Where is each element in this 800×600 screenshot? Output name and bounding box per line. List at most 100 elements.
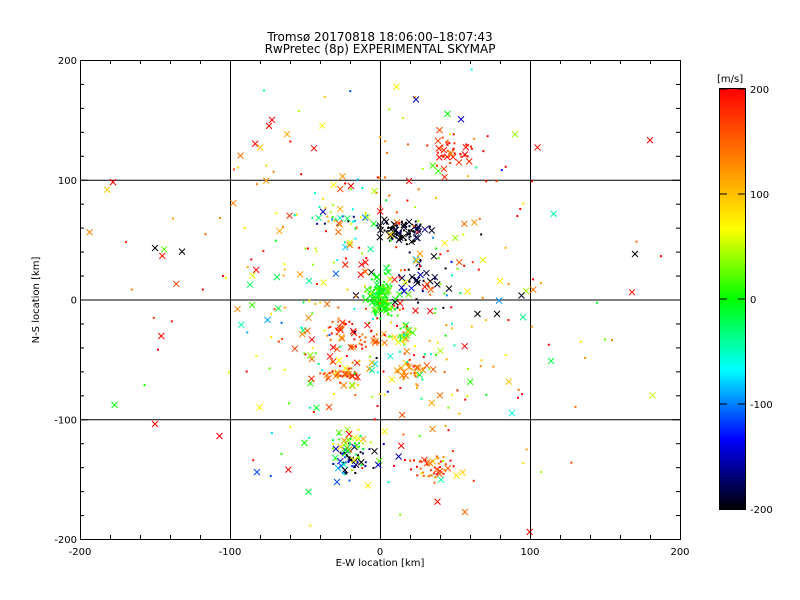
data-point xyxy=(390,226,393,229)
data-point xyxy=(370,278,373,281)
data-point xyxy=(394,229,397,232)
data-point xyxy=(426,307,434,315)
data-point xyxy=(376,208,384,215)
data-point xyxy=(270,312,273,315)
data-point xyxy=(311,216,314,219)
y-tick-label: -100 xyxy=(54,415,77,426)
data-point xyxy=(359,434,362,437)
data-point xyxy=(372,337,379,345)
data-point xyxy=(372,289,375,292)
data-point xyxy=(305,314,312,322)
data-point xyxy=(331,454,339,462)
data-point xyxy=(311,312,314,315)
data-point xyxy=(449,162,452,165)
data-point xyxy=(357,454,360,457)
data-point xyxy=(428,225,431,228)
data-point xyxy=(341,261,349,269)
data-point xyxy=(389,277,392,280)
x-tick-label: -100 xyxy=(219,547,242,558)
data-point xyxy=(402,378,405,381)
data-point xyxy=(403,333,406,336)
data-point xyxy=(304,247,307,250)
data-point xyxy=(275,212,278,215)
data-point xyxy=(317,362,320,365)
data-point xyxy=(412,230,415,233)
data-point xyxy=(376,299,379,302)
data-point xyxy=(311,347,314,350)
data-point xyxy=(420,456,428,464)
data-point xyxy=(336,185,344,193)
data-point xyxy=(345,430,353,438)
data-point xyxy=(396,314,399,317)
data-point xyxy=(445,285,453,292)
data-point xyxy=(455,159,463,166)
data-point xyxy=(353,466,356,469)
data-point xyxy=(336,214,344,222)
data-point xyxy=(280,321,283,324)
data-point xyxy=(442,455,445,458)
data-point xyxy=(394,308,397,311)
data-point xyxy=(405,243,408,246)
data-point xyxy=(345,370,352,378)
data-point xyxy=(309,524,312,527)
data-point xyxy=(400,269,403,272)
data-point xyxy=(332,447,335,450)
data-point xyxy=(445,294,448,297)
data-point xyxy=(373,418,376,421)
data-point xyxy=(437,257,440,260)
data-point xyxy=(403,332,411,339)
data-point xyxy=(393,367,401,374)
data-point xyxy=(431,236,434,239)
data-point xyxy=(277,340,280,343)
data-point xyxy=(372,466,375,469)
data-point xyxy=(479,256,487,264)
data-point xyxy=(385,296,388,299)
data-point xyxy=(421,378,424,381)
data-point xyxy=(331,371,334,374)
data-point xyxy=(550,210,558,218)
data-point xyxy=(245,370,248,373)
data-point xyxy=(435,153,443,161)
data-point xyxy=(305,488,312,496)
data-point xyxy=(428,227,436,234)
data-point xyxy=(361,333,364,336)
data-point xyxy=(382,443,385,446)
data-point xyxy=(385,199,388,202)
data-point xyxy=(249,272,256,279)
data-point xyxy=(342,326,345,329)
data-point xyxy=(359,216,362,219)
data-point xyxy=(171,217,174,220)
data-point xyxy=(413,240,416,243)
data-point xyxy=(336,324,344,332)
data-point xyxy=(408,280,411,283)
data-point xyxy=(388,108,391,111)
data-point xyxy=(361,347,364,350)
data-point xyxy=(151,244,159,252)
data-point xyxy=(445,141,448,144)
data-point xyxy=(172,280,180,288)
data-point xyxy=(381,284,384,287)
data-point xyxy=(376,371,379,374)
data-point xyxy=(452,133,455,136)
data-point xyxy=(364,461,367,464)
data-point xyxy=(400,335,408,343)
data-point xyxy=(336,375,339,378)
colorbar-tick-label: 100 xyxy=(750,190,769,201)
colorbar-tick-label: -200 xyxy=(750,505,773,516)
data-point xyxy=(628,288,636,296)
data-point xyxy=(156,348,159,351)
data-point xyxy=(268,367,271,370)
data-point xyxy=(453,472,460,479)
data-point xyxy=(526,528,534,536)
data-point xyxy=(446,139,449,142)
data-point xyxy=(416,231,419,234)
data-point xyxy=(355,226,358,229)
data-point xyxy=(401,341,404,344)
data-point xyxy=(311,263,314,266)
data-point xyxy=(477,268,480,271)
data-point xyxy=(406,233,409,236)
data-point xyxy=(413,354,416,357)
data-point xyxy=(406,199,409,202)
data-point xyxy=(365,257,368,260)
data-point xyxy=(436,341,439,344)
